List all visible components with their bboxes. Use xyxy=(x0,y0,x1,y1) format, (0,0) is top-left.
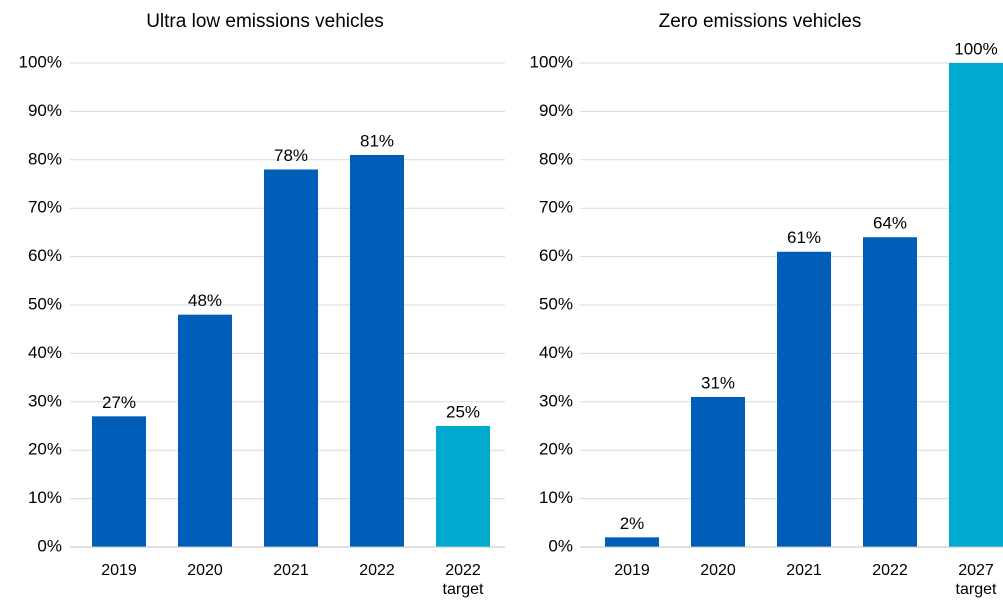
data-label: 100% xyxy=(954,39,997,58)
y-tick-label: 20% xyxy=(539,440,573,459)
y-tick-label: 20% xyxy=(28,440,62,459)
data-label: 61% xyxy=(787,228,821,247)
y-tick-label: 70% xyxy=(539,198,573,217)
data-label: 25% xyxy=(446,402,480,421)
y-tick-label: 40% xyxy=(28,343,62,362)
x-tick-label: 2021 xyxy=(273,562,309,579)
bar xyxy=(605,537,659,547)
y-tick-label: 80% xyxy=(539,149,573,168)
bar xyxy=(949,63,1003,547)
x-tick-label: 2020 xyxy=(700,562,736,579)
x-tick-label: 2022 xyxy=(359,562,395,579)
x-tick-label: 2019 xyxy=(614,562,650,579)
data-label: 78% xyxy=(274,146,308,165)
bar xyxy=(863,237,917,548)
bar xyxy=(436,426,490,547)
x-tick-label: 2021 xyxy=(786,562,822,579)
y-tick-label: 50% xyxy=(28,294,62,313)
data-label: 31% xyxy=(701,373,735,392)
data-label: 81% xyxy=(360,131,394,150)
bar xyxy=(691,396,745,547)
data-label: 48% xyxy=(188,291,222,310)
x-tick-label: 2020 xyxy=(187,562,223,579)
y-tick-label: 10% xyxy=(539,488,573,507)
y-tick-label: 70% xyxy=(28,198,62,217)
y-tick-label: 100% xyxy=(19,52,62,71)
bar xyxy=(264,169,318,548)
y-tick-label: 40% xyxy=(539,343,573,362)
y-tick-label: 80% xyxy=(28,149,62,168)
y-tick-label: 50% xyxy=(539,294,573,313)
bar xyxy=(777,251,831,547)
y-tick-label: 90% xyxy=(28,101,62,120)
y-tick-label: 60% xyxy=(28,246,62,265)
x-tick-label: 2027 target xyxy=(955,562,997,598)
chart-title: Zero emissions vehicles xyxy=(659,11,862,32)
x-tick-label: 2022 target xyxy=(442,562,484,598)
y-tick-label: 0% xyxy=(37,536,62,555)
y-tick-label: 60% xyxy=(539,246,573,265)
x-tick-label: 2019 xyxy=(101,562,137,579)
y-tick-label: 30% xyxy=(539,391,573,410)
bar xyxy=(92,416,146,547)
y-tick-label: 10% xyxy=(28,488,62,507)
data-label: 2% xyxy=(620,514,645,533)
y-tick-label: 90% xyxy=(539,101,573,120)
data-label: 64% xyxy=(873,214,907,233)
y-tick-label: 30% xyxy=(28,391,62,410)
x-tick-label: 2022 xyxy=(872,562,908,579)
bar xyxy=(178,314,232,547)
y-tick-label: 100% xyxy=(530,52,573,71)
data-label: 27% xyxy=(102,393,136,412)
y-tick-label: 0% xyxy=(548,536,573,555)
chart-title: Ultra low emissions vehicles xyxy=(146,11,384,32)
bar xyxy=(350,154,404,547)
